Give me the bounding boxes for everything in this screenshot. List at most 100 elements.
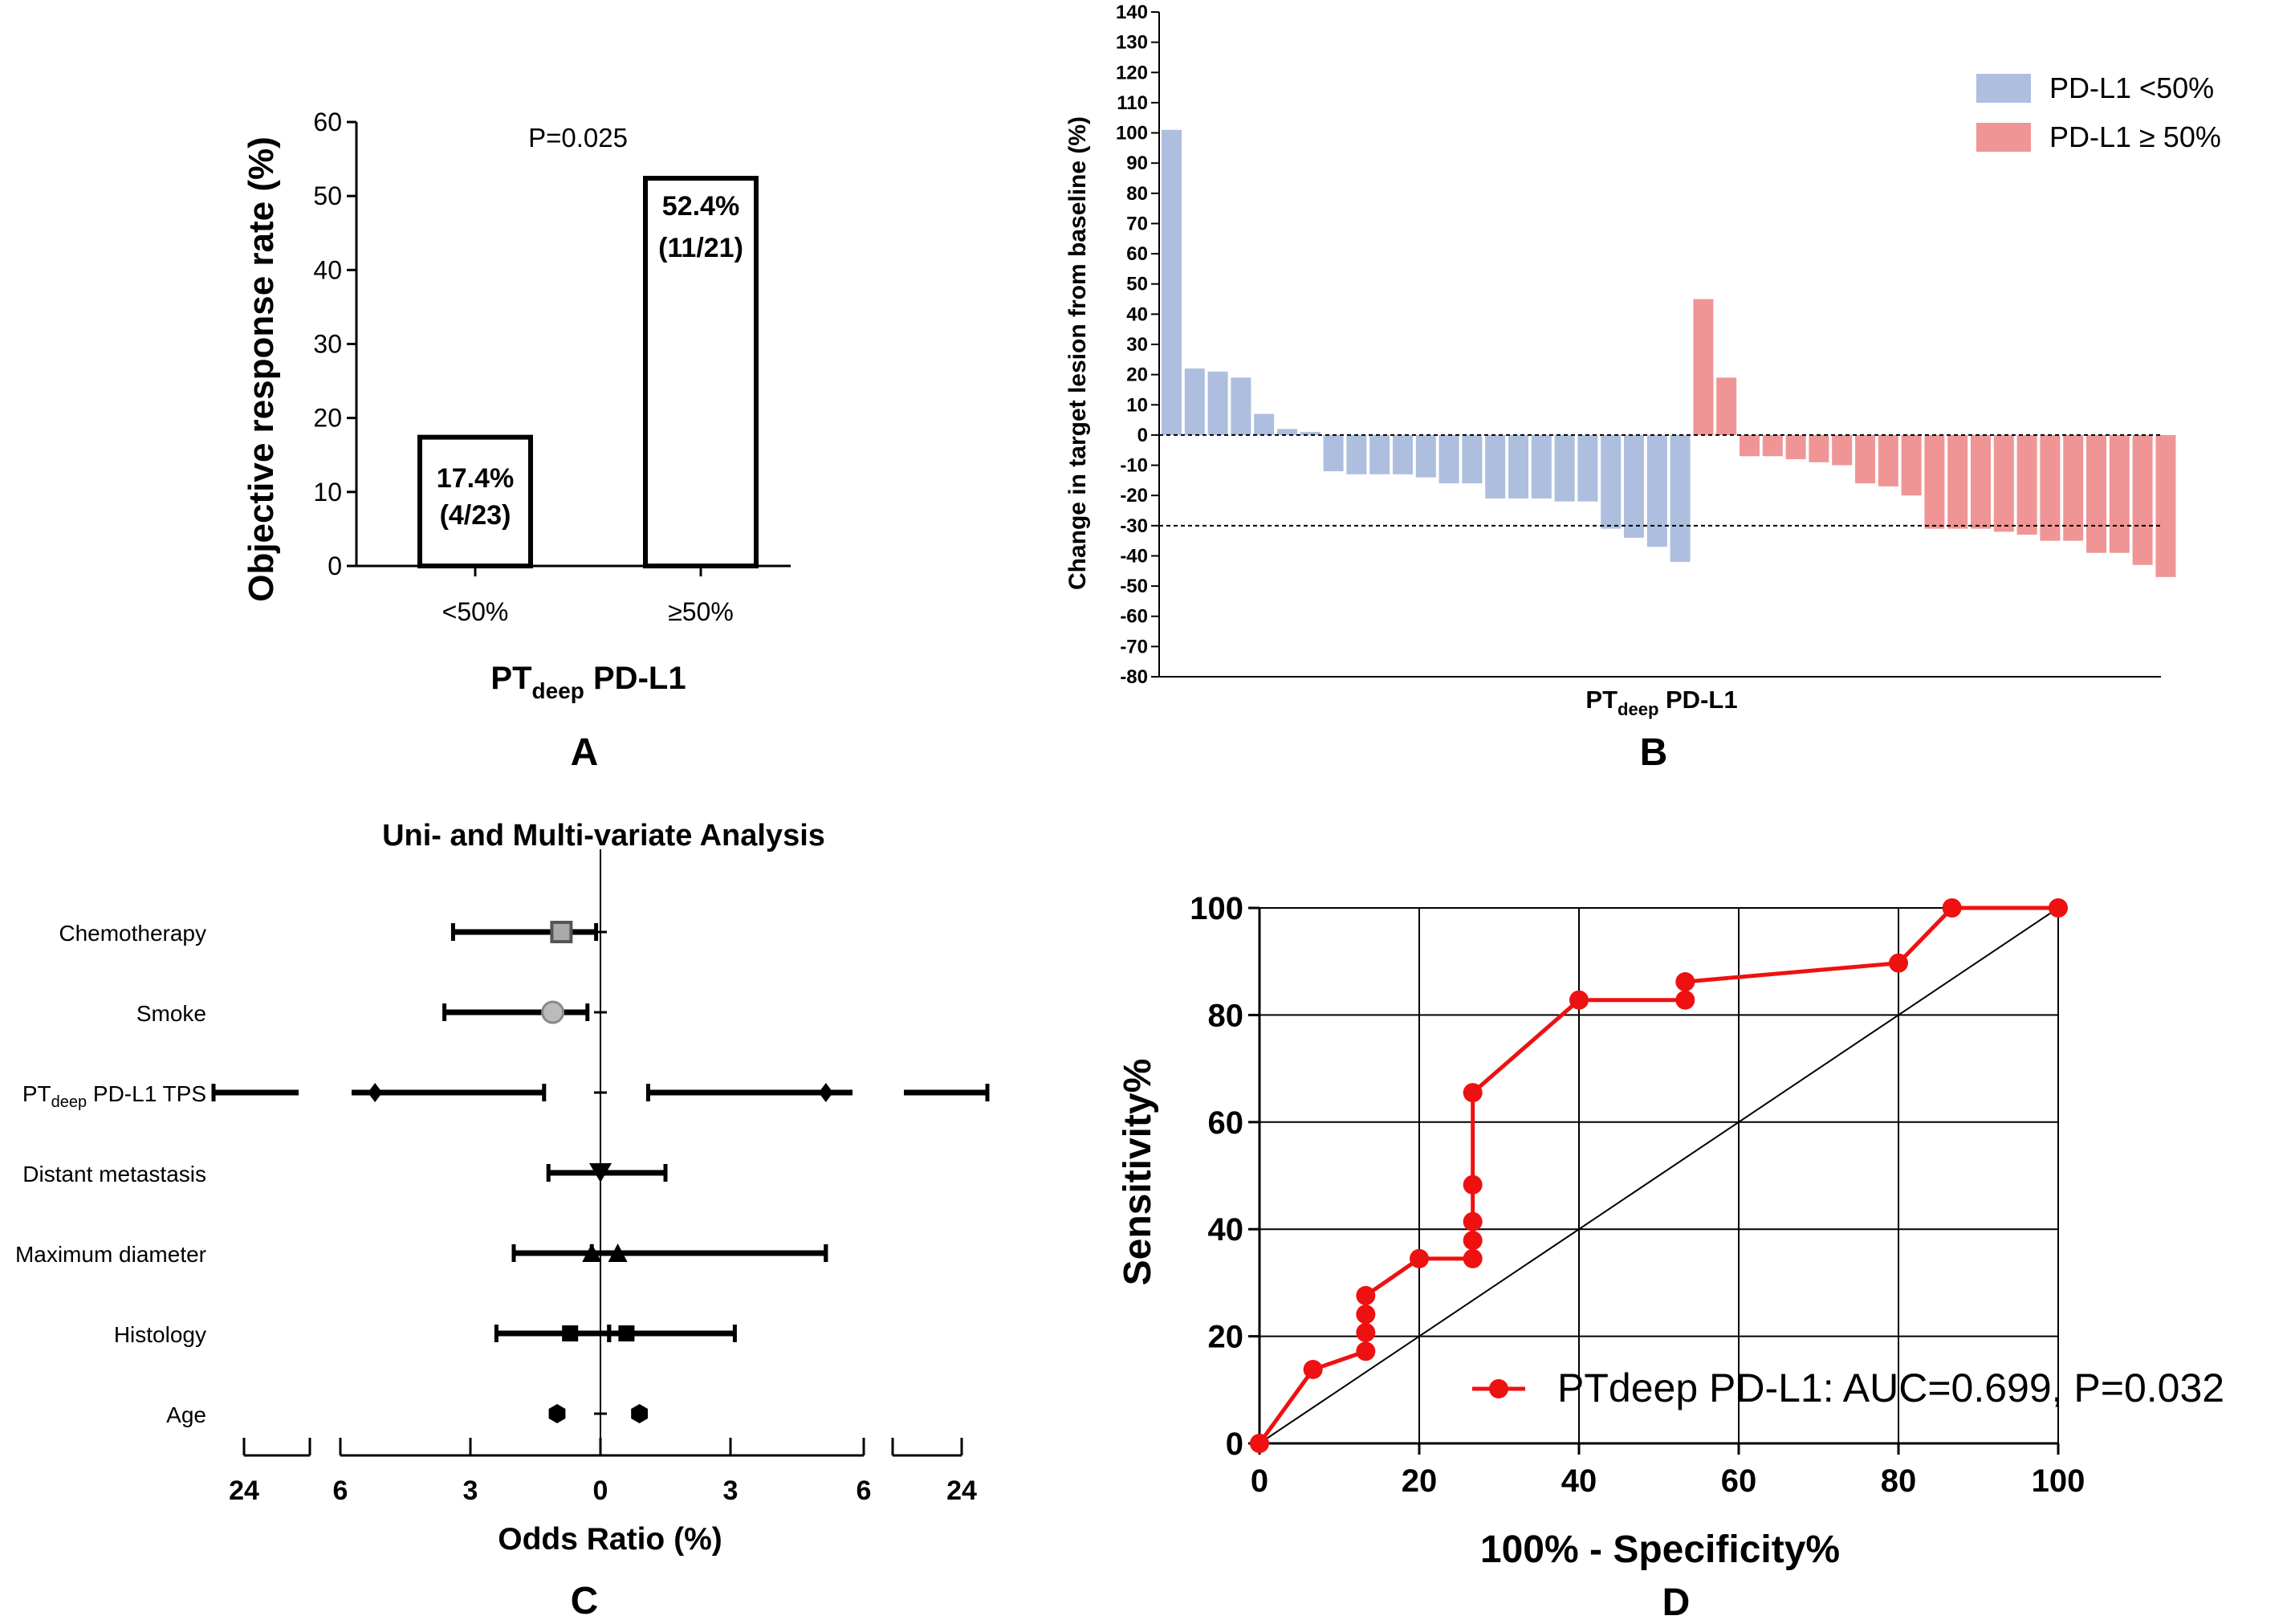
c-row-label: Age (166, 1402, 206, 1427)
b-bar (1785, 434, 1806, 460)
d-roc-point (1675, 972, 1695, 992)
legend-swatch-low (1976, 74, 2031, 103)
a-xtick-label: <50% (442, 597, 509, 626)
d-xtick-label: 0 (1251, 1463, 1268, 1499)
b-bar (1924, 434, 1945, 529)
b-bar (1971, 434, 1991, 529)
a-ytick-label: 30 (313, 330, 342, 359)
panel-c-marks (211, 921, 990, 1423)
a-ytick-label: 40 (313, 255, 342, 284)
b-ytick-label: -80 (1120, 666, 1148, 688)
panel-d-xlabel: 100% - Specificity% (1480, 1528, 1840, 1571)
panel-b-bars (1159, 129, 2176, 577)
b-ytick-label: 0 (1137, 425, 1148, 446)
a-bar-label: (4/23) (440, 500, 511, 531)
b-bar (1670, 434, 1691, 562)
a-bar-label: (11/21) (658, 233, 743, 263)
d-roc-point (1569, 990, 1589, 1010)
b-ytick-label: 120 (1116, 62, 1148, 83)
c-row-label-main: PT (22, 1081, 51, 1106)
legend-text: PTdeep PD-L1: AUC=0.699, P=0.032 (1557, 1366, 2224, 1410)
panel-b-xlabel-sub: deep (1618, 699, 1658, 719)
d-roc-point (1942, 898, 1962, 918)
c-marker-diamond (818, 1083, 833, 1102)
a-xtick-label: ≥50% (668, 597, 734, 626)
b-bar (2063, 434, 2084, 541)
d-roc-point (1356, 1285, 1376, 1305)
d-ytick-label: 40 (1208, 1212, 1244, 1248)
c-row-label: Chemotherapy (59, 921, 206, 946)
b-bar (1601, 434, 1622, 529)
c-row-label-rest: PD-L1 TPS (87, 1081, 206, 1106)
b-ytick-label: 100 (1116, 123, 1148, 144)
c-row-label: Distant metastasis (22, 1162, 206, 1186)
a-bar (417, 434, 533, 568)
b-bar (1762, 434, 1783, 457)
panel-b-xlabel-rest: PD-L1 (1658, 686, 1737, 714)
b-ytick-label: -30 (1120, 515, 1148, 537)
d-roc-point (1250, 1434, 1269, 1453)
b-ytick-label: 50 (1126, 274, 1148, 295)
d-diagonal (1259, 907, 2059, 1444)
d-ytick-label: 80 (1208, 998, 1244, 1033)
d-xtick-label: 60 (1721, 1463, 1757, 1499)
b-ytick-label: 80 (1126, 183, 1148, 205)
b-bar (1323, 434, 1344, 472)
a-bar-label: 17.4% (437, 463, 514, 494)
c-marker-square (550, 921, 573, 943)
panel-b-ylabel: Change in target lesion from baseline (%… (1064, 116, 1091, 590)
c-xtick-label: 24 (229, 1475, 259, 1506)
a-bar-label: 52.4% (662, 191, 739, 222)
b-ytick-label: -60 (1120, 606, 1148, 628)
b-bar (1162, 129, 1182, 435)
b-ytick-label: -70 (1120, 636, 1148, 657)
panel-a: 0 10 20 30 40 50 60 <50% ≥50% 17.4% (4/23) 52.4% (1… (242, 108, 791, 774)
b-bar (1184, 368, 1205, 435)
c-marker-hexagon (631, 1404, 648, 1423)
d-roc-point (1463, 1211, 1483, 1231)
panel-b-xlabel-main: PT (1585, 686, 1618, 714)
legend-marker (1489, 1379, 1508, 1398)
c-marker-triangle-down (589, 1163, 612, 1182)
b-bar (1646, 434, 1667, 547)
d-ytick-label: 60 (1208, 1105, 1244, 1141)
b-bar (1231, 377, 1251, 435)
d-roc-point (1463, 1231, 1483, 1251)
b-ytick-label: -40 (1120, 545, 1148, 567)
panel-a-label: A (571, 731, 599, 774)
b-bar (1855, 434, 1875, 484)
d-roc-point (1889, 953, 1908, 973)
b-bar (1393, 434, 1413, 474)
a-ytick-label: 20 (313, 404, 342, 433)
c-marker-diamond (368, 1083, 383, 1102)
panel-c-title: Uni- and Multi-variate Analysis (382, 819, 825, 853)
panel-d-roc (1250, 898, 2068, 1453)
b-bar (1277, 429, 1297, 435)
panel-a-p-value: P=0.025 (528, 123, 628, 153)
d-roc-point (1303, 1359, 1323, 1379)
b-bar (1554, 434, 1575, 502)
b-bar (1346, 434, 1367, 474)
panel-b-axes: 1401301201101009080706050403020100-10-20… (1116, 2, 2161, 688)
b-bar (1693, 299, 1714, 435)
panel-b-xlabel: PTdeep PD-L1 (1585, 686, 1737, 719)
b-bar (1462, 434, 1483, 484)
c-xtick-label: 3 (463, 1475, 478, 1506)
d-ytick-label: 100 (1190, 891, 1243, 926)
panel-a-xlabel-sub: deep (532, 678, 584, 703)
d-ytick-label: 20 (1208, 1320, 1244, 1355)
b-bar (1531, 434, 1552, 499)
c-xtick-label: 6 (857, 1475, 872, 1506)
panel-c: Uni- and Multi-variate Analysis 24 6 3 0 3 6 2… (15, 819, 990, 1622)
panel-d-label: D (1662, 1581, 1691, 1624)
b-bar (2040, 434, 2061, 541)
panel-a-bars: 17.4% (4/23) 52.4% (11/21) (417, 176, 759, 568)
d-xtick-label: 100 (2032, 1463, 2086, 1499)
c-row-label: PTdeep PD-L1 TPS (22, 1081, 206, 1111)
a-ytick-label: 10 (313, 478, 342, 507)
b-bar (2086, 434, 2106, 553)
panel-c-xlabel: Odds Ratio (%) (498, 1522, 722, 1557)
b-bar (1740, 434, 1760, 457)
c-row-label: Maximum diameter (15, 1242, 206, 1267)
